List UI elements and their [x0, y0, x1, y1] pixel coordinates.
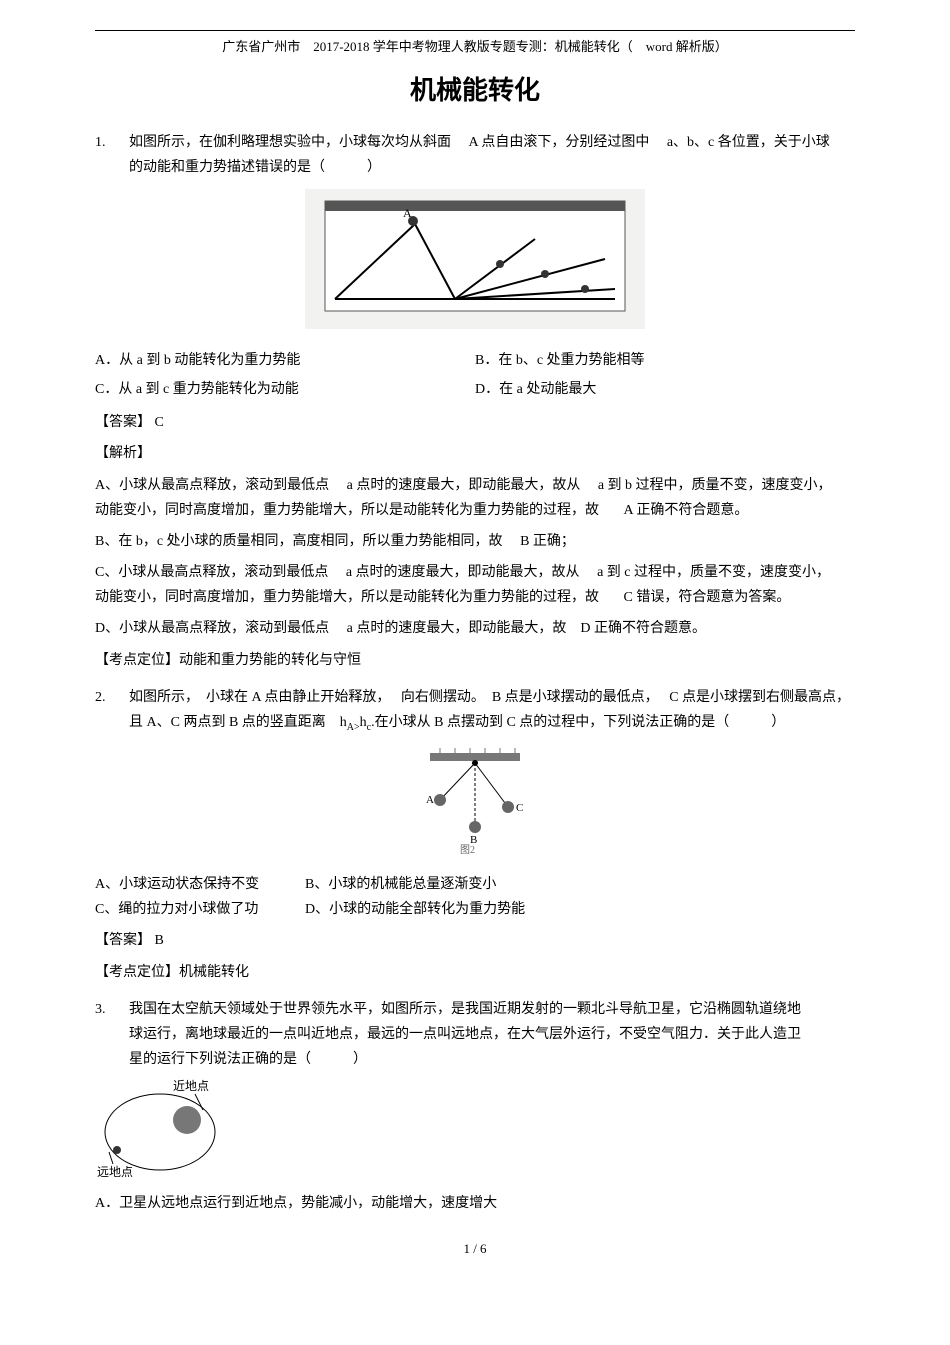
q1-number: 1.	[95, 130, 129, 180]
orbit-diagram: 近地点 远地点	[95, 1072, 225, 1182]
q1-stem-part-c: a、b、c 各位置，关于小球	[667, 135, 830, 150]
q1-pC-3: a 到 c 过程中，质量不变，速度变小，	[597, 565, 830, 580]
q1-pC-l2b: C 错误，符合题意为答案。	[624, 590, 791, 605]
q1-pC-l2a: 动能变小，同时高度增加，重力势能增大，所以是动能转化为重力势能的过程，故	[95, 590, 599, 605]
page-container: 广东省广州市 2017-2018 学年中考物理人教版专题专测：机械能转化（ wo…	[0, 0, 950, 1280]
q2-s1c: 向右侧摆动。	[401, 690, 485, 705]
page-title: 机械能转化	[95, 68, 855, 115]
question-3: 3. 我国在太空航天领域处于世界领先水平，如图所示，是我国近期发射的一颗北斗导航…	[95, 997, 855, 1217]
q1-pC-2: a 点时的速度最大，即动能最大，故从	[346, 565, 580, 580]
q1-topic: 【考点定位】动能和重力势能的转化与守恒	[95, 648, 855, 673]
question-2: 2. 如图所示， 小球在 A 点由静止开始释放， 向右侧摆动。 B 点是小球摆动…	[95, 685, 855, 985]
q1-option-a: A．从 a 到 b 动能转化为重力势能	[95, 346, 475, 375]
q1-answer: 【答案】 C	[95, 410, 855, 435]
q2-option-c: C、绳的拉力对小球做了功	[95, 897, 305, 922]
q3-figure-wrap: 近地点 远地点	[95, 1072, 855, 1191]
q2-stem: 2. 如图所示， 小球在 A 点由静止开始释放， 向右侧摆动。 B 点是小球摆动…	[95, 685, 855, 737]
q3-option-a: A．卫星从远地点运行到近地点，势能减小，动能增大，速度增大	[95, 1191, 855, 1216]
svg-text:C: C	[516, 802, 523, 814]
q2-s1a: 如图所示，	[129, 690, 199, 705]
q1-pB-a: B、在 b，c 处小球的质量相同，高度相同，所以重力势能相同，故	[95, 534, 503, 549]
q2-options: A、小球运动状态保持不变 B、小球的机械能总量逐渐变小 C、绳的拉力对小球做了功…	[95, 872, 855, 922]
q2-option-b: B、小球的机械能总量逐渐变小	[305, 872, 855, 897]
q1-pA-2: a 点时的速度最大，即动能最大，故从	[347, 478, 581, 493]
q1-explain: 【解析】 A、小球从最高点释放，滚动到最低点 a 点时的速度最大，即动能最大，故…	[95, 441, 855, 641]
q3-s2: 球运行，离地球最近的一点叫近地点，最远的一点叫远地点，在大气层外运行，不受空气阻…	[129, 1027, 801, 1042]
q1-pC-1: C、小球从最高点释放，滚动到最低点	[95, 565, 328, 580]
q1-option-b: B．在 b、c 处重力势能相等	[475, 346, 855, 375]
q1-stem: 1. 如图所示，在伽利略理想实验中，小球每次均从斜面 A 点自由滚下，分别经过图…	[95, 130, 855, 180]
galileo-ramp-diagram: A	[305, 189, 645, 329]
q1-figure: A	[95, 189, 855, 338]
q3-text: 我国在太空航天领域处于世界领先水平，如图所示，是我国近期发射的一颗北斗导航卫星，…	[129, 997, 855, 1073]
q3-number: 3.	[95, 997, 129, 1073]
q2-s1b: 小球在 A 点由静止开始释放，	[206, 690, 390, 705]
q2-option-d: D、小球的动能全部转化为重力势能	[305, 897, 855, 922]
q2-option-a: A、小球运动状态保持不变	[95, 872, 305, 897]
q2-stem-line2: 且 A、C 两点到 B 点的竖直距离 hA>hc.在小球从 B 点摆动到 C 点…	[129, 715, 785, 730]
q1-explain-b: B、在 b，c 处小球的质量相同，高度相同，所以重力势能相同，故 B 正确；	[95, 529, 855, 554]
q1-explain-label: 【解析】	[95, 441, 855, 466]
q1-pA-l2b: A 正确不符合题意。	[624, 503, 749, 518]
svg-text:图2: 图2	[460, 844, 475, 855]
header-text: 广东省广州市 2017-2018 学年中考物理人教版专题专测：机械能转化（ wo…	[95, 35, 855, 58]
svg-text:A: A	[403, 206, 412, 220]
q2-text: 如图所示， 小球在 A 点由静止开始释放， 向右侧摆动。 B 点是小球摆动的最低…	[129, 685, 855, 737]
q1-pD-b: a 点时的速度最大，即动能最大，故	[347, 621, 567, 636]
q1-pB-b: B 正确；	[520, 534, 575, 549]
q1-stem-line2: 的动能和重力势描述错误的是（ ）	[129, 160, 381, 175]
q2-topic: 【考点定位】机械能转化	[95, 960, 855, 985]
q2-figure: A B C 图2	[95, 745, 855, 864]
q1-options: A．从 a 到 b 动能转化为重力势能 B．在 b、c 处重力势能相等 C．从 …	[95, 346, 855, 404]
q2-answer: 【答案】 B	[95, 928, 855, 953]
q2-s1d: B 点是小球摆动的最低点，	[492, 690, 659, 705]
q1-explain-d: D、小球从最高点释放，滚动到最低点 a 点时的速度最大，即动能最大，故 D 正确…	[95, 616, 855, 641]
q1-pA-l2a: 动能变小，同时高度增加，重力势能增大，所以是动能转化为重力势能的过程，故	[95, 503, 599, 518]
far-label: 远地点	[97, 1165, 133, 1179]
q1-stem-part-a: 如图所示，在伽利略理想实验中，小球每次均从斜面	[129, 135, 451, 150]
q1-text: 如图所示，在伽利略理想实验中，小球每次均从斜面 A 点自由滚下，分别经过图中 a…	[129, 130, 855, 180]
q1-stem-part-b: A 点自由滚下，分别经过图中	[469, 135, 650, 150]
q1-explain-a: A、小球从最高点释放，滚动到最低点 a 点时的速度最大，即动能最大，故从 a 到…	[95, 473, 855, 523]
svg-text:A: A	[426, 794, 434, 806]
q3-s1: 我国在太空航天领域处于世界领先水平，如图所示，是我国近期发射的一颗北斗导航卫星，…	[129, 1002, 801, 1017]
question-1: 1. 如图所示，在伽利略理想实验中，小球每次均从斜面 A 点自由滚下，分别经过图…	[95, 130, 855, 673]
q1-pD-a: D、小球从最高点释放，滚动到最低点	[95, 621, 329, 636]
q1-pA-3: a 到 b 过程中，质量不变，速度变小，	[598, 478, 832, 493]
q1-option-d: D．在 a 处动能最大	[475, 375, 855, 404]
q2-s1e: C 点是小球摆到右侧最高点，	[669, 690, 850, 705]
pendulum-diagram: A B C 图2	[410, 745, 540, 855]
q1-option-c: C．从 a 到 c 重力势能转化为动能	[95, 375, 475, 404]
q1-pD-c: D 正确不符合题意。	[580, 621, 706, 636]
q3-s3: 星的运行下列说法正确的是（ ）	[129, 1052, 367, 1067]
q1-explain-c: C、小球从最高点释放，滚动到最低点 a 点时的速度最大，即动能最大，故从 a 到…	[95, 560, 855, 610]
header-rule	[95, 30, 855, 31]
q3-stem: 3. 我国在太空航天领域处于世界领先水平，如图所示，是我国近期发射的一颗北斗导航…	[95, 997, 855, 1073]
q2-number: 2.	[95, 685, 129, 737]
q1-pA-1: A、小球从最高点释放，滚动到最低点	[95, 478, 329, 493]
page-number: 1 / 6	[95, 1237, 855, 1260]
near-label: 近地点	[173, 1079, 209, 1093]
